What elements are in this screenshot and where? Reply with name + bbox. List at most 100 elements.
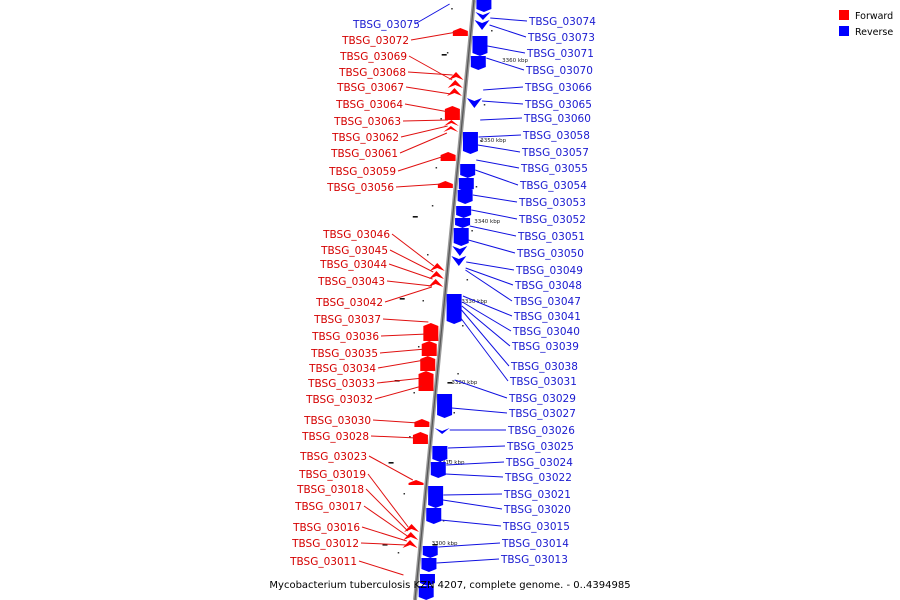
- reverse-gene-feature[interactable]: [430, 462, 446, 478]
- reverse-gene-label[interactable]: TBSG_03050: [516, 248, 584, 260]
- reverse-gene-feature[interactable]: [453, 228, 469, 246]
- forward-gene-label[interactable]: TBSG_03044: [319, 259, 387, 271]
- forward-gene-feature[interactable]: [428, 271, 444, 279]
- forward-gene-label[interactable]: TBSG_03067: [336, 82, 404, 94]
- forward-gene-feature[interactable]: [403, 532, 419, 540]
- reverse-gene-label[interactable]: TBSG_03041: [513, 311, 581, 323]
- forward-gene-feature[interactable]: [404, 524, 420, 532]
- reverse-gene-label[interactable]: TBSG_03051: [517, 231, 585, 243]
- forward-gene-feature[interactable]: [446, 88, 462, 96]
- forward-gene-feature[interactable]: [414, 419, 430, 427]
- forward-gene-label[interactable]: TBSG_03028: [301, 431, 369, 443]
- forward-gene-feature[interactable]: [443, 126, 459, 132]
- forward-gene-feature[interactable]: [420, 356, 436, 371]
- reverse-gene-label[interactable]: TBSG_03039: [511, 341, 579, 353]
- reverse-gene-feature[interactable]: [474, 20, 490, 30]
- forward-gene-feature[interactable]: [408, 480, 424, 485]
- reverse-gene-label[interactable]: TBSG_03073: [527, 32, 595, 44]
- reverse-gene-label[interactable]: TBSG_03029: [508, 393, 576, 405]
- reverse-gene-feature[interactable]: [426, 508, 442, 524]
- reverse-gene-feature[interactable]: [452, 246, 468, 256]
- reverse-gene-feature[interactable]: [466, 98, 482, 108]
- forward-gene-label[interactable]: TBSG_03059: [328, 166, 396, 178]
- reverse-gene-feature[interactable]: [457, 190, 473, 204]
- reverse-gene-label[interactable]: TBSG_03021: [503, 489, 571, 501]
- reverse-gene-label[interactable]: TBSG_03025: [506, 441, 574, 453]
- forward-gene-feature[interactable]: [443, 120, 459, 126]
- forward-gene-feature[interactable]: [447, 80, 463, 88]
- reverse-gene-feature[interactable]: [437, 394, 453, 418]
- forward-gene-label[interactable]: TBSG_03012: [291, 538, 359, 550]
- forward-gene-feature[interactable]: [418, 371, 434, 391]
- forward-gene-label[interactable]: TBSG_03030: [303, 415, 371, 427]
- forward-gene-label[interactable]: TBSG_03045: [320, 245, 388, 257]
- reverse-gene-feature[interactable]: [432, 446, 448, 462]
- reverse-gene-label[interactable]: TBSG_03031: [509, 376, 577, 388]
- reverse-gene-label[interactable]: TBSG_03022: [504, 472, 572, 484]
- reverse-gene-feature[interactable]: [446, 294, 462, 324]
- reverse-gene-label[interactable]: TBSG_03049: [515, 265, 583, 277]
- forward-gene-label[interactable]: TBSG_03019: [298, 469, 366, 481]
- forward-gene-label[interactable]: TBSG_03023: [299, 451, 367, 463]
- forward-gene-label[interactable]: TBSG_03046: [322, 229, 390, 241]
- reverse-gene-label[interactable]: TBSG_03038: [510, 361, 578, 373]
- forward-gene-feature[interactable]: [448, 72, 464, 80]
- reverse-gene-feature[interactable]: [456, 206, 472, 218]
- reverse-gene-label[interactable]: TBSG_03057: [521, 147, 589, 159]
- forward-gene-label[interactable]: TBSG_03042: [315, 297, 383, 309]
- reverse-gene-label[interactable]: TBSG_03058: [522, 130, 590, 142]
- forward-gene-label[interactable]: TBSG_03016: [292, 522, 360, 534]
- forward-gene-feature[interactable]: [429, 263, 445, 271]
- forward-gene-feature[interactable]: [437, 181, 453, 188]
- reverse-gene-label[interactable]: TBSG_03052: [518, 214, 586, 226]
- reverse-gene-label[interactable]: TBSG_03066: [524, 82, 592, 94]
- reverse-gene-feature[interactable]: [458, 178, 474, 192]
- reverse-gene-label[interactable]: TBSG_03055: [520, 163, 588, 175]
- forward-gene-label[interactable]: TBSG_03011: [289, 556, 357, 568]
- reverse-gene-feature[interactable]: [462, 132, 478, 154]
- forward-gene-label[interactable]: TBSG_03036: [311, 331, 379, 343]
- reverse-gene-feature[interactable]: [470, 56, 486, 70]
- forward-gene-label[interactable]: TBSG_03043: [317, 276, 385, 288]
- reverse-gene-label[interactable]: TBSG_03054: [519, 180, 587, 192]
- reverse-gene-label[interactable]: TBSG_03070: [525, 65, 593, 77]
- forward-gene-label[interactable]: TBSG_03063: [333, 116, 401, 128]
- forward-gene-label[interactable]: TBSG_03032: [305, 394, 373, 406]
- reverse-gene-feature[interactable]: [455, 218, 471, 228]
- reverse-gene-label[interactable]: TBSG_03060: [523, 113, 591, 125]
- reverse-gene-label[interactable]: TBSG_03013: [500, 554, 568, 566]
- forward-gene-feature[interactable]: [421, 341, 437, 356]
- reverse-gene-feature[interactable]: [434, 428, 450, 434]
- reverse-gene-feature[interactable]: [428, 486, 444, 508]
- reverse-gene-feature[interactable]: [451, 256, 467, 266]
- forward-gene-label[interactable]: TBSG_03061: [330, 148, 398, 160]
- reverse-gene-feature[interactable]: [460, 164, 476, 178]
- reverse-gene-label[interactable]: TBSG_03027: [508, 408, 576, 420]
- forward-gene-feature[interactable]: [452, 28, 468, 36]
- reverse-gene-feature[interactable]: [419, 574, 435, 586]
- reverse-gene-label[interactable]: TBSG_03075: [352, 19, 420, 31]
- forward-gene-label[interactable]: TBSG_03072: [341, 35, 409, 47]
- forward-gene-label[interactable]: TBSG_03064: [335, 99, 403, 111]
- forward-gene-label[interactable]: TBSG_03056: [326, 182, 394, 194]
- reverse-gene-label[interactable]: TBSG_03014: [501, 538, 569, 550]
- forward-gene-feature[interactable]: [440, 152, 456, 161]
- reverse-gene-label[interactable]: TBSG_03071: [526, 48, 594, 60]
- forward-gene-label[interactable]: TBSG_03034: [308, 363, 376, 375]
- forward-gene-label[interactable]: TBSG_03069: [339, 51, 407, 63]
- reverse-gene-label[interactable]: TBSG_03020: [503, 504, 571, 516]
- reverse-gene-label[interactable]: TBSG_03015: [502, 521, 570, 533]
- forward-gene-feature[interactable]: [412, 432, 428, 444]
- forward-gene-label[interactable]: TBSG_03068: [338, 67, 406, 79]
- reverse-gene-label[interactable]: TBSG_03040: [512, 326, 580, 338]
- reverse-gene-label[interactable]: TBSG_03065: [524, 99, 592, 111]
- reverse-gene-feature[interactable]: [418, 586, 434, 600]
- reverse-gene-feature[interactable]: [422, 546, 438, 558]
- forward-gene-label[interactable]: TBSG_03018: [296, 484, 364, 496]
- reverse-gene-feature[interactable]: [421, 558, 437, 572]
- forward-gene-label[interactable]: TBSG_03033: [307, 378, 375, 390]
- forward-gene-feature[interactable]: [423, 323, 439, 341]
- reverse-gene-feature[interactable]: [476, 0, 492, 12]
- forward-gene-label[interactable]: TBSG_03062: [331, 132, 399, 144]
- reverse-gene-feature[interactable]: [472, 36, 488, 56]
